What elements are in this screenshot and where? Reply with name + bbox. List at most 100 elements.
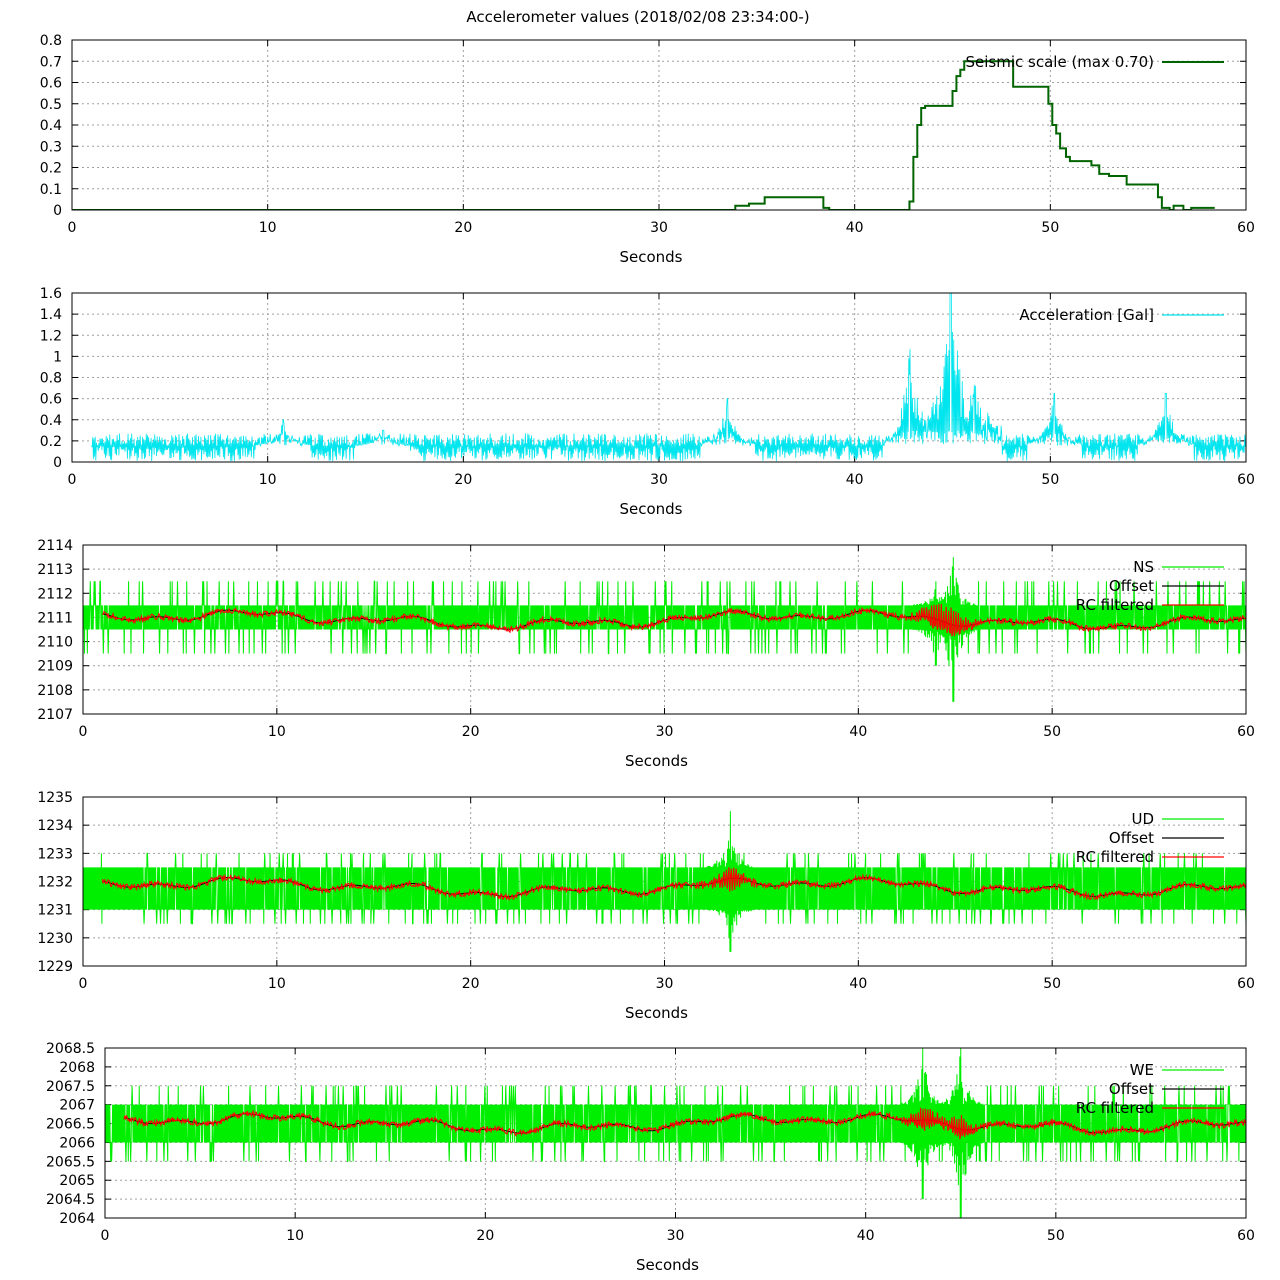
y-tick-label: 0.6 <box>40 76 62 92</box>
x-tick-label: 20 <box>476 1228 494 1244</box>
plot-area <box>72 60 1215 210</box>
x-tick-label: 0 <box>79 976 88 992</box>
x-axis-label: Seconds <box>619 500 682 518</box>
x-tick-label: 0 <box>101 1228 110 1244</box>
plot-frame <box>104 1047 1247 1219</box>
y-tick-label: 2114 <box>37 538 73 554</box>
y-tick-label: 1233 <box>37 846 73 862</box>
y-tick-label: 1 <box>53 349 62 365</box>
y-tick-label: 1231 <box>37 903 73 919</box>
x-axis-label: Seconds <box>619 248 682 266</box>
y-tick-label: 0.7 <box>40 54 62 70</box>
y-tick-label: 2109 <box>37 659 73 675</box>
legend-label: NS <box>1133 558 1154 576</box>
x-tick-label: 10 <box>268 724 286 740</box>
x-tick-label: 30 <box>650 472 668 488</box>
y-tick-label: 2112 <box>37 586 73 602</box>
series-line-rc-filtered <box>102 603 1246 637</box>
y-tick-label: 1.2 <box>40 328 62 344</box>
legend-label: Offset <box>1109 1080 1154 1098</box>
legend-label: WE <box>1130 1061 1154 1079</box>
x-axis-label: Seconds <box>625 752 688 770</box>
y-tick-label: 2066.5 <box>46 1117 95 1133</box>
x-tick-label: 20 <box>454 472 472 488</box>
series-line-ns <box>83 557 1246 702</box>
plot-area <box>83 557 1246 702</box>
y-tick-label: 0 <box>53 203 62 219</box>
x-axis-label: Seconds <box>636 1256 699 1274</box>
series-line-rc-filtered <box>101 867 1246 901</box>
x-tick-label: 40 <box>846 220 864 236</box>
x-tick-label: 20 <box>454 220 472 236</box>
y-tick-label: 1235 <box>37 790 73 806</box>
y-tick-label: 1230 <box>37 931 73 947</box>
y-tick-label: 2108 <box>37 683 73 699</box>
plot-area <box>83 811 1246 952</box>
y-tick-label: 2065 <box>59 1173 95 1189</box>
x-tick-label: 50 <box>1043 976 1061 992</box>
chart-panel-1: 0 10 20 30 40 50 60 0 0.1 0.2 0.3 0.4 0.5 0.6 0.7 0.8 Se… <box>40 33 1255 266</box>
series-line-we <box>105 1048 1246 1218</box>
x-tick-label: 60 <box>1237 472 1255 488</box>
x-tick-label: 60 <box>1237 724 1255 740</box>
y-tick-label: 0.5 <box>40 97 62 113</box>
y-tick-label: 0.1 <box>40 182 62 198</box>
y-tick-label: 1.6 <box>40 286 62 302</box>
x-tick-label: 30 <box>650 220 668 236</box>
legend-label: Offset <box>1109 829 1154 847</box>
legend-label: RC filtered <box>1076 1099 1154 1117</box>
y-tick-label: 2068 <box>59 1060 95 1076</box>
x-tick-label: 60 <box>1237 220 1255 236</box>
chart-panel-3: 0 10 20 30 40 50 60 2107 2108 2109 2110 2111 2112 211… <box>37 538 1255 770</box>
legend-label: Acceleration [Gal] <box>1019 306 1154 324</box>
x-tick-label: 40 <box>849 976 867 992</box>
y-tick-label: 2067 <box>59 1098 95 1114</box>
y-tick-label: 2067.5 <box>46 1079 95 1095</box>
x-tick-label: 0 <box>68 220 77 236</box>
x-axis-label: Seconds <box>625 1004 688 1022</box>
plot-frame <box>82 796 1247 967</box>
x-tick-label: 10 <box>286 1228 304 1244</box>
x-tick-label: 10 <box>268 976 286 992</box>
y-tick-label: 2107 <box>37 707 73 723</box>
x-tick-label: 50 <box>1041 220 1059 236</box>
x-tick-label: 20 <box>462 976 480 992</box>
y-tick-label: 0.3 <box>40 139 62 155</box>
x-tick-label: 60 <box>1237 1228 1255 1244</box>
x-tick-label: 30 <box>667 1228 685 1244</box>
x-tick-label: 50 <box>1041 472 1059 488</box>
plot-frame <box>82 544 1247 715</box>
y-tick-label: 2113 <box>37 562 73 578</box>
x-tick-label: 40 <box>857 1228 875 1244</box>
y-tick-label: 2066 <box>59 1135 95 1151</box>
y-tick-label: 2110 <box>37 635 73 651</box>
y-tick-label: 0.4 <box>40 118 62 134</box>
y-tick-label: 2111 <box>37 610 73 626</box>
x-tick-label: 20 <box>462 724 480 740</box>
legend-label: RC filtered <box>1076 596 1154 614</box>
y-tick-label: 2068.5 <box>46 1041 95 1057</box>
plot-frame <box>71 39 1247 211</box>
x-tick-label: 30 <box>656 976 674 992</box>
y-tick-label: 0.8 <box>40 33 62 49</box>
x-tick-label: 0 <box>68 472 77 488</box>
x-tick-label: 40 <box>849 724 867 740</box>
y-tick-label: 1.4 <box>40 307 62 323</box>
legend-label: Seismic scale (max 0.70) <box>966 53 1155 71</box>
x-tick-label: 50 <box>1043 724 1061 740</box>
legend-label: UD <box>1131 810 1154 828</box>
series-line-acceleration-gal <box>91 293 1246 462</box>
figure-title: Accelerometer values (2018/02/08 23:34:0… <box>466 8 809 26</box>
y-tick-label: 0 <box>53 455 62 471</box>
y-tick-label: 0.2 <box>40 434 62 450</box>
y-tick-label: 0.6 <box>40 392 62 408</box>
x-tick-label: 10 <box>259 220 277 236</box>
y-tick-label: 1229 <box>37 959 73 975</box>
chart-panel-4: 0 10 20 30 40 50 60 1229 1230 1231 1232 1233 1234 123… <box>37 790 1255 1022</box>
plot-frame <box>71 292 1247 463</box>
y-tick-label: 0.4 <box>40 413 62 429</box>
y-tick-label: 1232 <box>37 875 73 891</box>
series-line-ud <box>83 811 1246 952</box>
y-tick-label: 0.8 <box>40 371 62 387</box>
